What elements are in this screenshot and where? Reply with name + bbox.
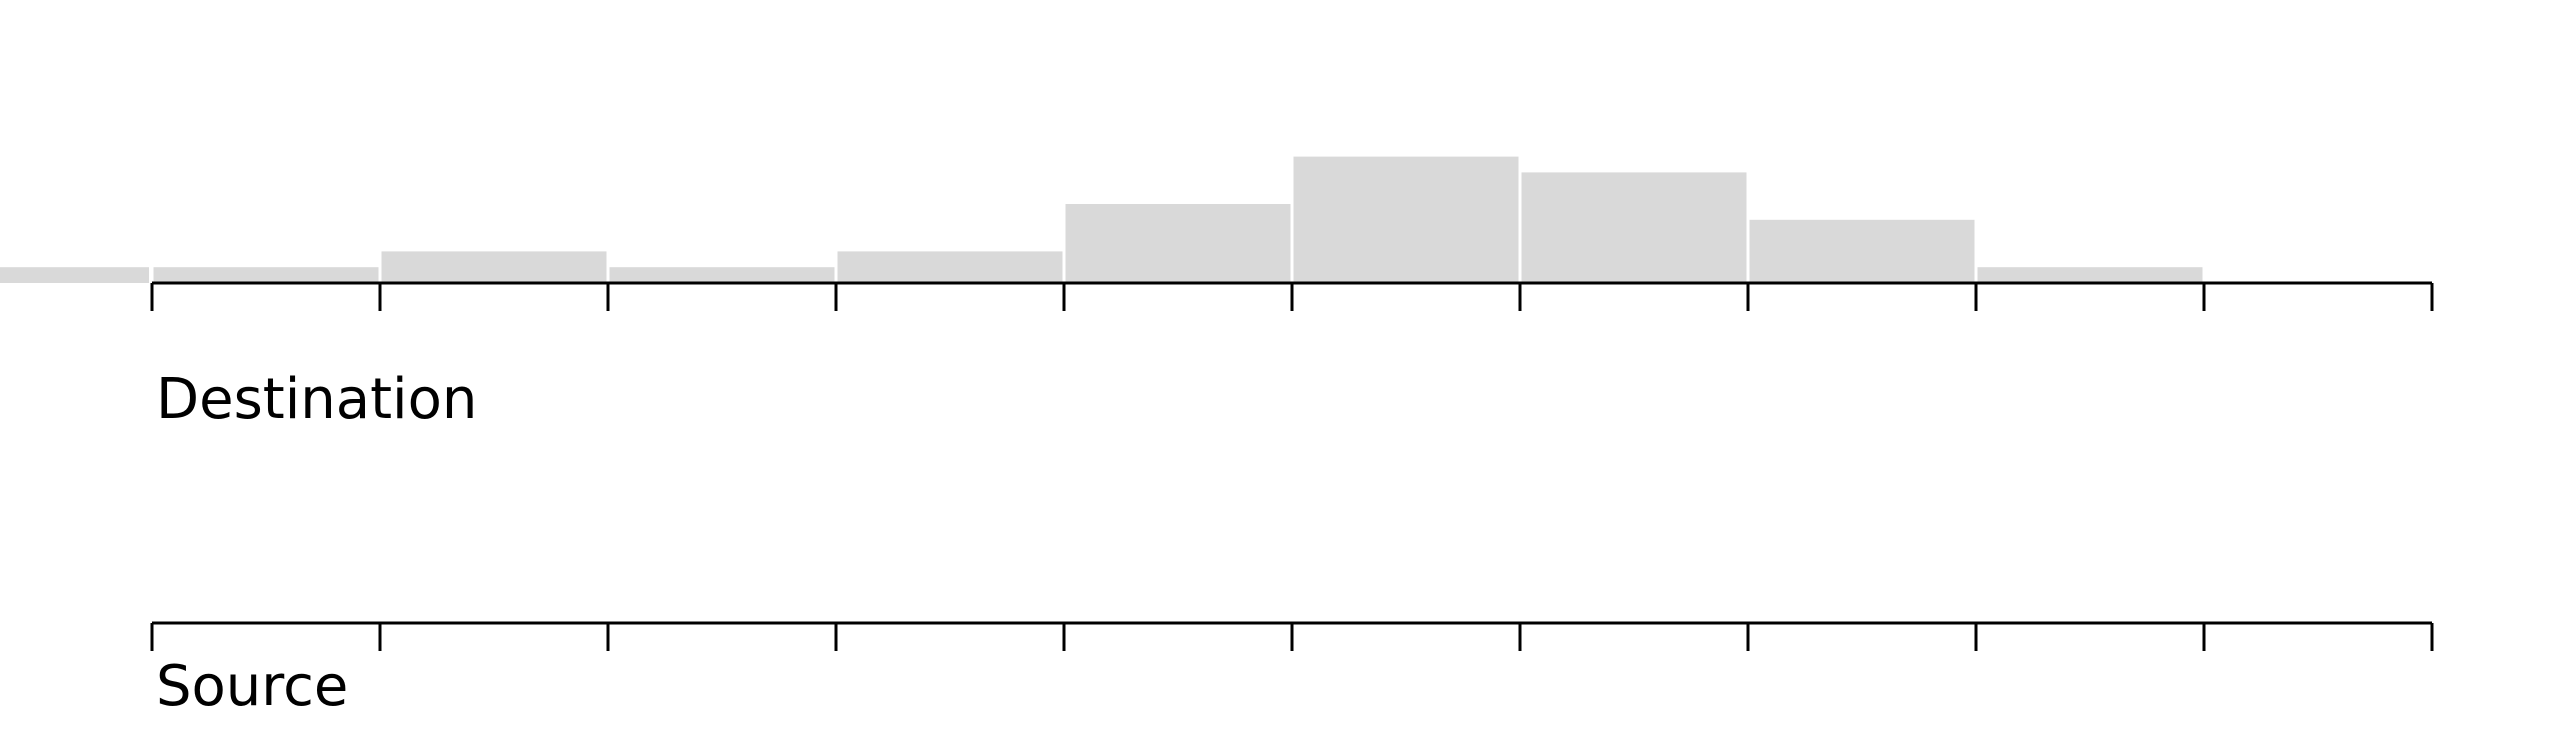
histogram-bar-offscreen xyxy=(0,267,149,283)
histogram-bar xyxy=(609,267,835,283)
histogram-bar xyxy=(1065,204,1291,283)
source-axis xyxy=(150,621,2434,651)
destination-axis-label: Destination xyxy=(156,367,477,432)
histogram-bar xyxy=(1977,267,2203,283)
source-axis-label: Source xyxy=(156,654,348,719)
histogram-bar xyxy=(1749,219,1975,283)
histogram-bar xyxy=(1293,156,1519,283)
histogram-bar xyxy=(153,267,379,283)
histogram-bars xyxy=(0,156,2203,283)
histogram-bar xyxy=(1521,172,1747,283)
histogram-bar xyxy=(837,251,1063,283)
destination-axis xyxy=(150,281,2434,311)
histogram-bar xyxy=(381,251,607,283)
